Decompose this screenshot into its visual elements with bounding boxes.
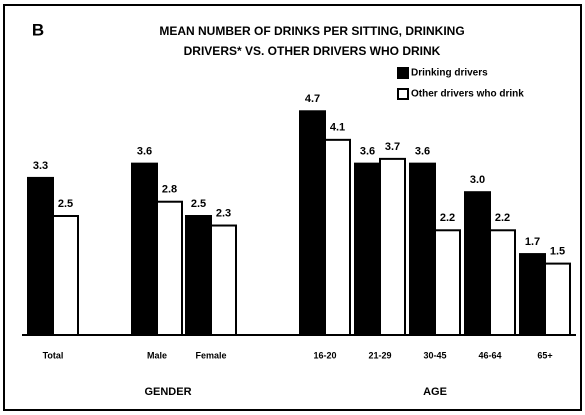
bar	[52, 215, 79, 336]
bar	[324, 138, 351, 336]
value-label: 3.0	[470, 174, 485, 186]
value-label: 4.7	[305, 93, 320, 105]
x-tick-label: Total	[43, 350, 64, 360]
bar	[519, 253, 546, 336]
bar	[354, 162, 381, 336]
legend-swatch	[397, 67, 409, 79]
bar	[156, 200, 183, 336]
value-label: 2.3	[216, 207, 231, 219]
value-label: 3.6	[360, 146, 375, 158]
bar	[464, 191, 491, 336]
value-label: 2.5	[191, 198, 206, 210]
x-tick-label: Female	[195, 350, 226, 360]
legend-label: Drinking drivers	[411, 68, 488, 79]
x-tick-label: 21-29	[368, 350, 391, 360]
value-label: 3.7	[385, 141, 400, 153]
group-label: AGE	[423, 386, 447, 398]
value-label: 3.6	[415, 146, 430, 158]
value-label: 1.5	[550, 246, 565, 258]
bar	[185, 215, 212, 336]
bar	[210, 224, 237, 337]
legend-label: Other drivers who drink	[411, 89, 524, 100]
bar	[489, 229, 516, 336]
x-tick-label: 16-20	[313, 350, 336, 360]
bar	[299, 110, 326, 336]
x-tick-label: 30-45	[423, 350, 446, 360]
legend-swatch	[397, 88, 409, 100]
x-tick-label: Male	[147, 350, 167, 360]
bar	[379, 157, 406, 336]
value-label: 2.5	[58, 198, 73, 210]
frame	[3, 4, 582, 411]
group-label: GENDER	[144, 386, 191, 398]
bar	[131, 162, 158, 336]
panel-label: B	[32, 20, 44, 39]
value-label: 4.1	[330, 122, 345, 134]
x-tick-label: 46-64	[478, 350, 501, 360]
value-label: 3.6	[137, 146, 152, 158]
value-label: 3.3	[33, 160, 48, 172]
value-label: 1.7	[525, 236, 540, 248]
bar	[409, 162, 436, 336]
value-label: 2.8	[162, 184, 177, 196]
chart-title: MEAN NUMBER OF DRINKS PER SITTING, DRINK…	[159, 24, 464, 38]
value-label: 2.2	[495, 212, 510, 224]
bar	[434, 229, 461, 336]
chart-title: DRIVERS* VS. OTHER DRIVERS WHO DRINK	[184, 44, 441, 58]
x-tick-label: 65+	[537, 350, 552, 360]
bar	[27, 176, 54, 336]
value-label: 2.2	[440, 212, 455, 224]
bar	[544, 262, 571, 337]
